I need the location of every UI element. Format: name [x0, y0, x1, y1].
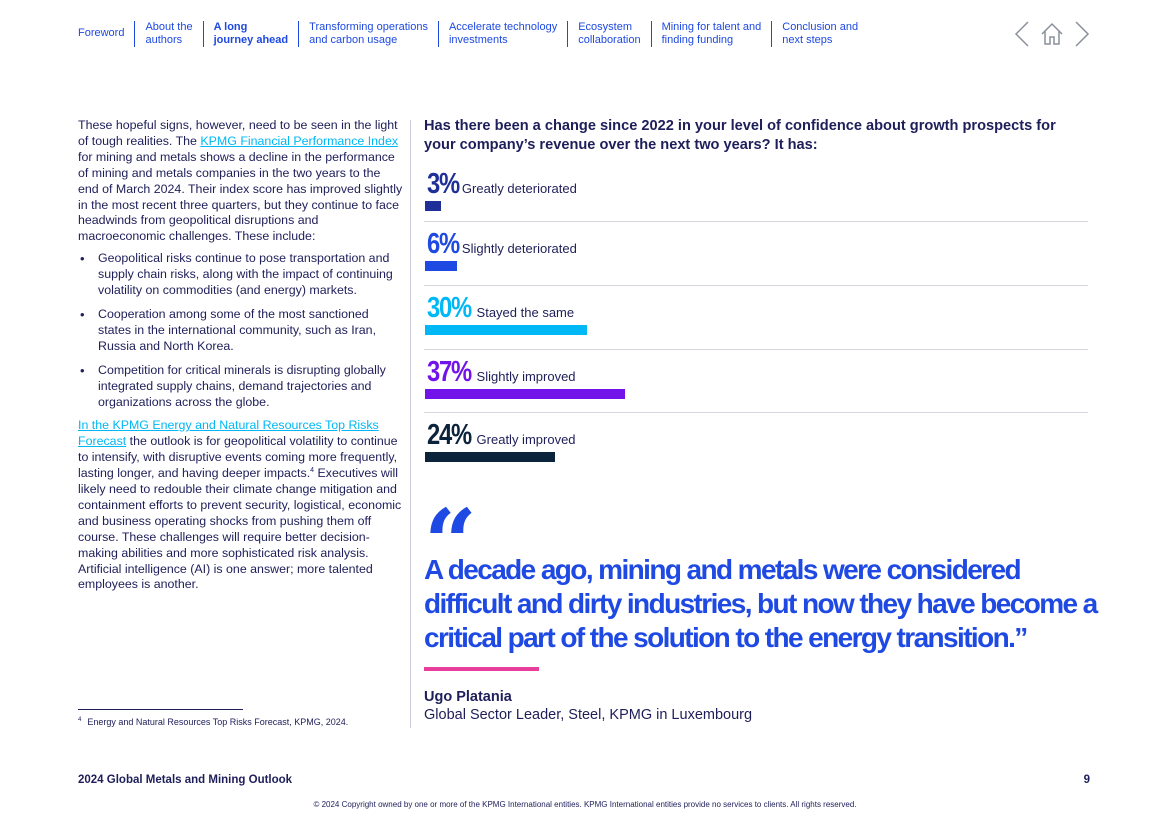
footnote-number: 4: [78, 717, 82, 723]
data-label: 6%: [427, 228, 460, 260]
body-text-column: These hopeful signs, however, need to be…: [78, 118, 403, 599]
category-label: Greatly improved: [476, 432, 576, 447]
bar: [425, 389, 625, 399]
nav-mining-for-talent[interactable]: Mining for talent and finding funding: [650, 21, 772, 47]
paragraph: In the KPMG Energy and Natural Resources…: [78, 418, 403, 593]
nav-label: Transforming operations: [309, 21, 428, 33]
data-label: 30%: [427, 292, 472, 324]
nav-label: About the: [145, 21, 193, 33]
chart-row: 6% Slightly deteriorated: [424, 222, 1088, 286]
nav-label: Conclusion and: [782, 21, 859, 33]
nav-foreword[interactable]: Foreword: [78, 21, 134, 40]
data-label: 24%: [427, 419, 472, 451]
footnote: 4 Energy and Natural Resources Top Risks …: [78, 717, 348, 727]
nav-label: investments: [448, 34, 508, 46]
nav-label: collaboration: [578, 34, 641, 46]
top-risks-forecast-link[interactable]: In the KPMG Energy and Natural Resources…: [78, 418, 379, 449]
open-quote-icon: “: [424, 489, 477, 597]
nav-a-long-journey-ahead[interactable]: A long journey ahead: [202, 21, 299, 47]
nav-label: Mining for talent and: [661, 21, 762, 33]
data-label: 3%: [427, 168, 460, 200]
chart-row: 30% Stayed the same: [424, 286, 1088, 350]
previous-arrow-icon[interactable]: [1014, 20, 1030, 48]
nav-transforming-operations[interactable]: Transforming operations and carbon usage: [298, 21, 438, 47]
quote-author-title: Global Sector Leader, Steel, KPMG in Lux…: [424, 707, 753, 723]
pull-quote: A decade ago, mining and metals were con…: [424, 553, 1104, 655]
nav-label: Ecosystem: [578, 21, 632, 33]
column-divider: [410, 120, 411, 728]
nav-label: finding funding: [661, 34, 734, 46]
footnote-rule: [78, 709, 243, 710]
nav-label: next steps: [782, 34, 833, 46]
category-label: Slightly deteriorated: [461, 241, 577, 256]
chart-row-header: 6% Slightly deteriorated: [424, 228, 1088, 261]
quote-author: Ugo Platania: [424, 689, 512, 705]
quote-text: A decade ago, mining and metals were con…: [424, 554, 1098, 653]
list-item: Cooperation among some of the most sanct…: [78, 307, 403, 355]
bullet-list: Geopolitical risks continue to pose tran…: [78, 251, 403, 410]
bar: [425, 325, 587, 335]
data-label: 37%: [427, 356, 472, 388]
next-arrow-icon[interactable]: [1074, 20, 1090, 48]
text: the outlook is for geopolitical volatili…: [78, 434, 398, 481]
close-quote-icon: ”: [1014, 622, 1028, 653]
page-nav-icons: [1014, 20, 1090, 48]
text: Executives will likely need to redouble …: [78, 466, 402, 592]
nav-ecosystem-collaboration[interactable]: Ecosystem collaboration: [567, 21, 650, 47]
chart-row: 37% Slightly improved: [424, 350, 1088, 413]
list-item: Competition for critical minerals is dis…: [78, 363, 403, 411]
category-label: Greatly deteriorated: [461, 181, 577, 196]
nav-label: Foreword: [78, 27, 125, 39]
paragraph: These hopeful signs, however, need to be…: [78, 118, 403, 245]
footer-title: 2024 Global Metals and Mining Outlook: [78, 774, 293, 786]
list-item: Geopolitical risks continue to pose tran…: [78, 251, 403, 299]
category-label: Stayed the same: [476, 305, 575, 320]
footnote-text: Energy and Natural Resources Top Risks F…: [87, 717, 349, 727]
text: for mining and metals shows a decline in…: [78, 149, 403, 244]
nav-label: and carbon usage: [309, 34, 398, 46]
text: These hopeful signs, however, need to be…: [78, 118, 398, 148]
nav-label: authors: [145, 34, 183, 46]
confidence-bar-chart: 3% Greatly deteriorated 6% Slightly deterio…: [424, 164, 1088, 471]
nav-about-the-authors[interactable]: About the authors: [134, 21, 202, 47]
bar: [425, 201, 442, 211]
chart-row-header: 3% Greatly deteriorated: [424, 168, 1088, 201]
nav-accelerate-technology[interactable]: Accelerate technology investments: [437, 21, 567, 47]
home-icon[interactable]: [1040, 22, 1064, 46]
chart-row: 24% Greatly improved: [424, 413, 1088, 471]
nav-label: journey ahead: [213, 34, 289, 46]
nav-conclusion[interactable]: Conclusion and next steps: [771, 21, 868, 47]
chart-row-header: 24% Greatly improved: [424, 419, 1088, 452]
kpmg-financial-performance-index-link[interactable]: KPMG Financial Performance Index: [200, 133, 399, 148]
page-number: 9: [1083, 774, 1090, 786]
chart-row-header: 30% Stayed the same: [424, 292, 1088, 325]
footnote-reference: 4: [310, 467, 315, 474]
nav-label: A long: [213, 21, 248, 33]
nav-label: Accelerate technology: [448, 21, 558, 33]
survey-question: Has there been a change since 2022 in yo…: [424, 118, 1056, 153]
chart-row: 3% Greatly deteriorated: [424, 164, 1088, 222]
category-label: Slightly improved: [476, 369, 576, 384]
quote-accent-rule: [424, 667, 539, 671]
bar: [425, 261, 458, 271]
top-navigation: Foreword About the authors A long journey …: [78, 21, 868, 47]
copyright-notice: © 2024 Copyright owned by one or more of…: [313, 800, 857, 809]
chart-row-header: 37% Slightly improved: [424, 356, 1088, 389]
bar: [425, 452, 555, 462]
